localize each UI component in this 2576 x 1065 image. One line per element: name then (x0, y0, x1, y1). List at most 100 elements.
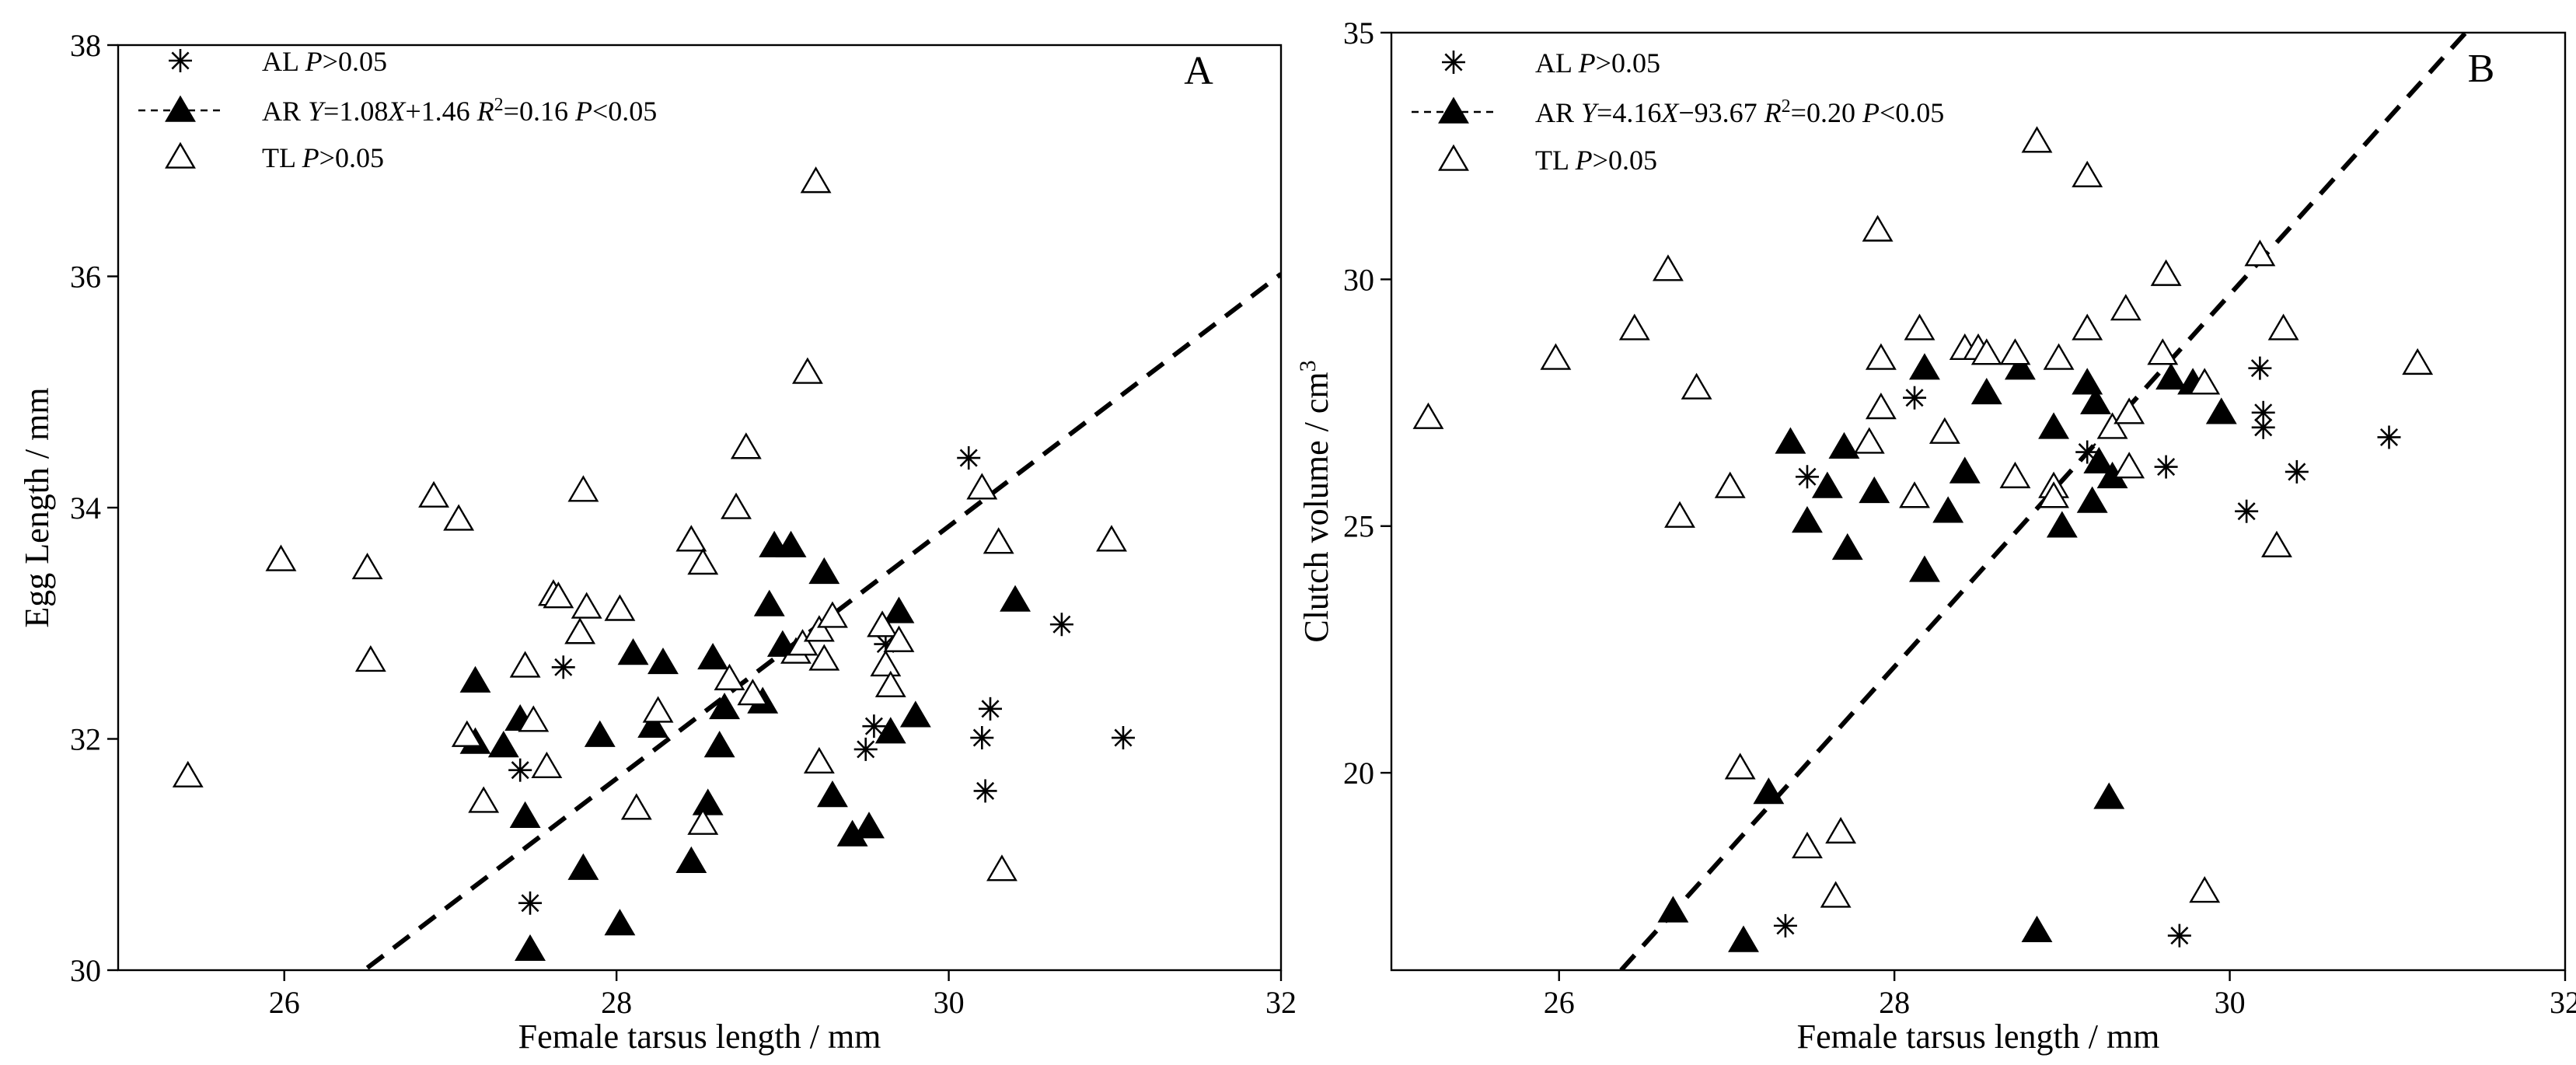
point-AL (1795, 465, 1819, 489)
point-TL (721, 492, 752, 519)
point-AR (2076, 486, 2108, 513)
legend-label-TL: TL P>0.05 (262, 142, 384, 173)
x-tick-label: 28 (1879, 985, 1910, 1020)
point-TL (1999, 338, 2031, 365)
point-AR (2072, 368, 2103, 395)
legend-marker-TL (1438, 144, 1469, 171)
point-AR (2083, 446, 2115, 474)
point-AR (1859, 476, 1890, 504)
point-TL (1724, 752, 1756, 780)
point-AR (2205, 397, 2237, 424)
point-AL (957, 446, 981, 470)
point-AR (647, 647, 679, 675)
point-AL (518, 891, 543, 915)
point-AL (853, 737, 878, 761)
legend-marker-AR (165, 95, 196, 122)
point-AR (899, 700, 931, 728)
point-TL (2147, 338, 2179, 365)
y-tick-label: 25 (1343, 509, 1374, 544)
legend-item-TL: TL P>0.05 (1438, 144, 1657, 176)
point-AR (617, 638, 649, 665)
point-AR (775, 530, 807, 557)
point-AL (2377, 425, 2401, 449)
point-AL (862, 714, 886, 739)
point-TL (1652, 254, 1684, 281)
point-TL (1904, 313, 1935, 340)
point-AR (459, 665, 491, 693)
point-AL (1903, 386, 1927, 410)
y-tick-label: 30 (1343, 262, 1374, 297)
point-AL (2248, 356, 2272, 380)
point-AR (584, 720, 616, 747)
x-tick-label: 26 (1544, 985, 1575, 1020)
point-TL (468, 786, 500, 813)
point-AR (1728, 925, 1759, 952)
point-TL (642, 696, 674, 723)
x-tick-label: 30 (934, 985, 965, 1020)
point-AR (1792, 506, 1823, 533)
point-TL (620, 793, 652, 820)
point-TL (737, 679, 769, 706)
point-TL (1714, 471, 1746, 498)
panel-A: 26 28 30 32 30 32 34 36 38 Female tarsus length /… (18, 28, 1297, 1056)
point-TL (986, 854, 1017, 882)
point-AR (2046, 511, 2078, 538)
point-TL (983, 527, 1014, 554)
point-TL (1929, 417, 1960, 444)
legend-label-TL: TL P>0.05 (1535, 145, 1657, 176)
point-TL (2244, 239, 2276, 267)
point-AL (1111, 726, 1135, 750)
point-TL (714, 663, 745, 690)
point-TL (1899, 481, 1930, 508)
point-AR (1909, 555, 1940, 582)
point-TL (2261, 530, 2292, 557)
point-AR (817, 780, 848, 808)
x-tick-label: 26 (269, 985, 300, 1020)
point-TL (604, 594, 636, 621)
point-TL (883, 625, 915, 652)
point-TL (1792, 831, 1823, 859)
series-AL (1773, 356, 2401, 948)
point-TL (966, 473, 998, 500)
panel-B: 26 28 30 32 20 25 30 35 Female tarsus length / m… (1295, 16, 2576, 1056)
point-AR (487, 731, 519, 758)
point-TL (1862, 215, 1894, 242)
x-axis-label: Female tarsus length / mm (1797, 1018, 2160, 1056)
point-TL (1825, 816, 1857, 844)
point-AR (1831, 532, 1863, 560)
point-TL (543, 581, 574, 609)
point-TL (791, 357, 823, 384)
y-axis-label: Clutch volume / cm3 (1295, 360, 1335, 642)
point-TL (675, 525, 707, 552)
panel-label: B (2468, 47, 2495, 91)
point-TL (2402, 347, 2434, 375)
point-AL (979, 697, 1002, 721)
point-TL (2021, 126, 2053, 153)
point-AR (509, 801, 541, 828)
x-tick-label: 32 (1265, 985, 1297, 1020)
point-AR (2004, 353, 2036, 380)
point-TL (1865, 393, 1897, 420)
point-TL (874, 670, 906, 697)
point-AL (2075, 440, 2100, 464)
point-TL (1820, 881, 1852, 908)
point-TL (2267, 313, 2299, 340)
point-TL (817, 601, 848, 628)
point-AL (970, 726, 994, 750)
point-TL (1412, 402, 1444, 429)
legend-item-AR: AR Y=4.16X−93.67 R2=0.20 P<0.05 (1412, 96, 1944, 128)
point-TL (265, 544, 297, 571)
y-tick-label: 32 (70, 722, 101, 757)
point-AL (1773, 913, 1797, 938)
point-TL (172, 760, 204, 787)
point-AR (753, 589, 785, 616)
legend-marker-TL (165, 141, 196, 169)
point-TL (1664, 501, 1695, 528)
point-AR (2021, 915, 2053, 943)
point-TL (687, 808, 719, 835)
series-TL (1412, 126, 2434, 908)
point-TL (2150, 259, 2182, 286)
point-TL (2043, 343, 2075, 370)
point-TL (418, 480, 449, 508)
